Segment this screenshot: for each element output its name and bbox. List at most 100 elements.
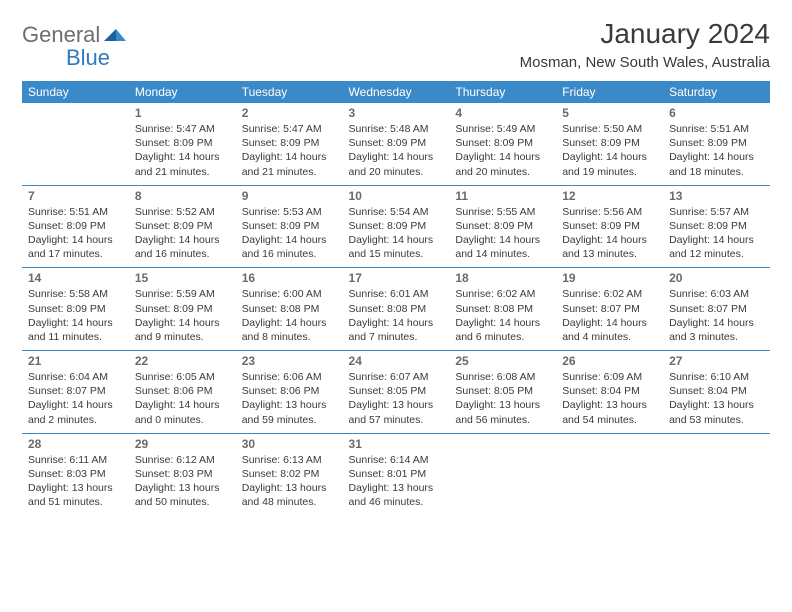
calendar-day-cell: 27Sunrise: 6:10 AMSunset: 8:04 PMDayligh… xyxy=(663,351,770,434)
day-number: 4 xyxy=(455,106,550,120)
sunset-text: Sunset: 8:09 PM xyxy=(242,219,337,233)
daylight-text-2: and 14 minutes. xyxy=(455,247,550,261)
sunset-text: Sunset: 8:09 PM xyxy=(455,136,550,150)
daylight-text-1: Daylight: 14 hours xyxy=(135,233,230,247)
sunrise-text: Sunrise: 5:57 AM xyxy=(669,205,764,219)
sunrise-text: Sunrise: 6:03 AM xyxy=(669,287,764,301)
daylight-text-2: and 54 minutes. xyxy=(562,413,657,427)
daylight-text-1: Daylight: 14 hours xyxy=(242,233,337,247)
day-number: 30 xyxy=(242,437,337,451)
sunrise-text: Sunrise: 6:07 AM xyxy=(349,370,444,384)
calendar-day-cell: 19Sunrise: 6:02 AMSunset: 8:07 PMDayligh… xyxy=(556,268,663,351)
daylight-text-1: Daylight: 14 hours xyxy=(562,150,657,164)
sunrise-text: Sunrise: 5:48 AM xyxy=(349,122,444,136)
sunset-text: Sunset: 8:09 PM xyxy=(28,302,123,316)
sunset-text: Sunset: 8:09 PM xyxy=(135,136,230,150)
calendar-day-cell: 29Sunrise: 6:12 AMSunset: 8:03 PMDayligh… xyxy=(129,433,236,515)
day-header: Thursday xyxy=(449,81,556,103)
sunset-text: Sunset: 8:06 PM xyxy=(242,384,337,398)
sunset-text: Sunset: 8:09 PM xyxy=(455,219,550,233)
calendar-day-cell: 20Sunrise: 6:03 AMSunset: 8:07 PMDayligh… xyxy=(663,268,770,351)
day-number: 26 xyxy=(562,354,657,368)
sunset-text: Sunset: 8:06 PM xyxy=(135,384,230,398)
daylight-text-2: and 51 minutes. xyxy=(28,495,123,509)
daylight-text-1: Daylight: 14 hours xyxy=(28,316,123,330)
calendar-day-cell: 3Sunrise: 5:48 AMSunset: 8:09 PMDaylight… xyxy=(343,103,450,185)
sunrise-text: Sunrise: 5:54 AM xyxy=(349,205,444,219)
sunset-text: Sunset: 8:07 PM xyxy=(562,302,657,316)
calendar-week-row: 14Sunrise: 5:58 AMSunset: 8:09 PMDayligh… xyxy=(22,268,770,351)
day-number: 8 xyxy=(135,189,230,203)
day-info: Sunrise: 6:13 AMSunset: 8:02 PMDaylight:… xyxy=(242,453,337,510)
daylight-text-1: Daylight: 14 hours xyxy=(135,150,230,164)
day-number: 3 xyxy=(349,106,444,120)
calendar-day-cell: 26 Sunrise: 6:09 AMSunset: 8:04 PMDayligh… xyxy=(556,351,663,434)
daylight-text-1: Daylight: 13 hours xyxy=(135,481,230,495)
sunset-text: Sunset: 8:09 PM xyxy=(349,219,444,233)
day-number: 2 xyxy=(242,106,337,120)
daylight-text-1: Daylight: 14 hours xyxy=(242,150,337,164)
daylight-text-2: and 7 minutes. xyxy=(349,330,444,344)
sunset-text: Sunset: 8:09 PM xyxy=(562,136,657,150)
day-info: Sunrise: 6:04 AMSunset: 8:07 PMDaylight:… xyxy=(28,370,123,427)
calendar-day-cell: 5 Sunrise: 5:50 AMSunset: 8:09 PMDaylight… xyxy=(556,103,663,185)
calendar-week-row: 1Sunrise: 5:47 AMSunset: 8:09 PMDaylight… xyxy=(22,103,770,185)
sunrise-text: Sunrise: 5:47 AM xyxy=(135,122,230,136)
sunrise-text: Sunrise: 5:55 AM xyxy=(455,205,550,219)
daylight-text-1: Daylight: 14 hours xyxy=(669,316,764,330)
day-info: Sunrise: 6:09 AMSunset: 8:04 PMDaylight:… xyxy=(562,370,657,427)
day-info: Sunrise: 6:03 AMSunset: 8:07 PMDaylight:… xyxy=(669,287,764,344)
day-info: Sunrise: 6:06 AMSunset: 8:06 PMDaylight:… xyxy=(242,370,337,427)
calendar-week-row: 7Sunrise: 5:51 AMSunset: 8:09 PMDaylight… xyxy=(22,185,770,268)
daylight-text-2: and 46 minutes. xyxy=(349,495,444,509)
sunrise-text: Sunrise: 6:11 AM xyxy=(28,453,123,467)
sunset-text: Sunset: 8:09 PM xyxy=(135,302,230,316)
calendar-week-row: 21Sunrise: 6:04 AMSunset: 8:07 PMDayligh… xyxy=(22,351,770,434)
day-info: Sunrise: 6:02 AMSunset: 8:07 PMDaylight:… xyxy=(562,287,657,344)
day-number: 5 xyxy=(562,106,657,120)
day-number: 16 xyxy=(242,271,337,285)
daylight-text-2: and 20 minutes. xyxy=(349,165,444,179)
day-info: Sunrise: 6:14 AMSunset: 8:01 PMDaylight:… xyxy=(349,453,444,510)
month-title: January 2024 xyxy=(520,18,770,50)
day-header: Saturday xyxy=(663,81,770,103)
day-header: Monday xyxy=(129,81,236,103)
day-info: Sunrise: 5:59 AMSunset: 8:09 PMDaylight:… xyxy=(135,287,230,344)
day-number: 31 xyxy=(349,437,444,451)
day-number: 24 xyxy=(349,354,444,368)
sunrise-text: Sunrise: 6:01 AM xyxy=(349,287,444,301)
day-number: 1 xyxy=(135,106,230,120)
calendar-day-cell: 18Sunrise: 6:02 AMSunset: 8:08 PMDayligh… xyxy=(449,268,556,351)
calendar-day-cell: 1 Sunrise: 5:47 AMSunset: 8:09 PMDaylight… xyxy=(129,103,236,185)
calendar-day-cell: 10 Sunrise: 5:54 AMSunset: 8:09 PMDayligh… xyxy=(343,185,450,268)
calendar-day-cell: 2 Sunrise: 5:47 AMSunset: 8:09 PMDaylight… xyxy=(236,103,343,185)
sunset-text: Sunset: 8:01 PM xyxy=(349,467,444,481)
day-info: Sunrise: 5:47 AMSunset: 8:09 PMDaylight:… xyxy=(242,122,337,179)
daylight-text-2: and 6 minutes. xyxy=(455,330,550,344)
day-info: Sunrise: 5:55 AMSunset: 8:09 PMDaylight:… xyxy=(455,205,550,262)
day-number: 13 xyxy=(669,189,764,203)
sunset-text: Sunset: 8:08 PM xyxy=(349,302,444,316)
sunrise-text: Sunrise: 6:14 AM xyxy=(349,453,444,467)
sunset-text: Sunset: 8:07 PM xyxy=(669,302,764,316)
daylight-text-1: Daylight: 14 hours xyxy=(349,233,444,247)
sunset-text: Sunset: 8:05 PM xyxy=(455,384,550,398)
daylight-text-1: Daylight: 14 hours xyxy=(349,316,444,330)
sunset-text: Sunset: 8:09 PM xyxy=(669,136,764,150)
day-info: Sunrise: 5:53 AMSunset: 8:09 PMDaylight:… xyxy=(242,205,337,262)
calendar-day-cell: 4 Sunrise: 5:49 AMSunset: 8:09 PMDaylight… xyxy=(449,103,556,185)
sunrise-text: Sunrise: 5:52 AM xyxy=(135,205,230,219)
daylight-text-2: and 17 minutes. xyxy=(28,247,123,261)
daylight-text-1: Daylight: 13 hours xyxy=(669,398,764,412)
sunrise-text: Sunrise: 6:12 AM xyxy=(135,453,230,467)
day-info: Sunrise: 5:56 AMSunset: 8:09 PMDaylight:… xyxy=(562,205,657,262)
sunset-text: Sunset: 8:03 PM xyxy=(135,467,230,481)
day-info: Sunrise: 5:50 AMSunset: 8:09 PMDaylight:… xyxy=(562,122,657,179)
day-info: Sunrise: 5:49 AMSunset: 8:09 PMDaylight:… xyxy=(455,122,550,179)
sunset-text: Sunset: 8:02 PM xyxy=(242,467,337,481)
day-number: 10 xyxy=(349,189,444,203)
calendar-day-cell: 9Sunrise: 5:53 AMSunset: 8:09 PMDaylight… xyxy=(236,185,343,268)
sunrise-text: Sunrise: 6:10 AM xyxy=(669,370,764,384)
day-header-row: Sunday Monday Tuesday Wednesday Thursday… xyxy=(22,81,770,103)
sunrise-text: Sunrise: 5:51 AM xyxy=(28,205,123,219)
